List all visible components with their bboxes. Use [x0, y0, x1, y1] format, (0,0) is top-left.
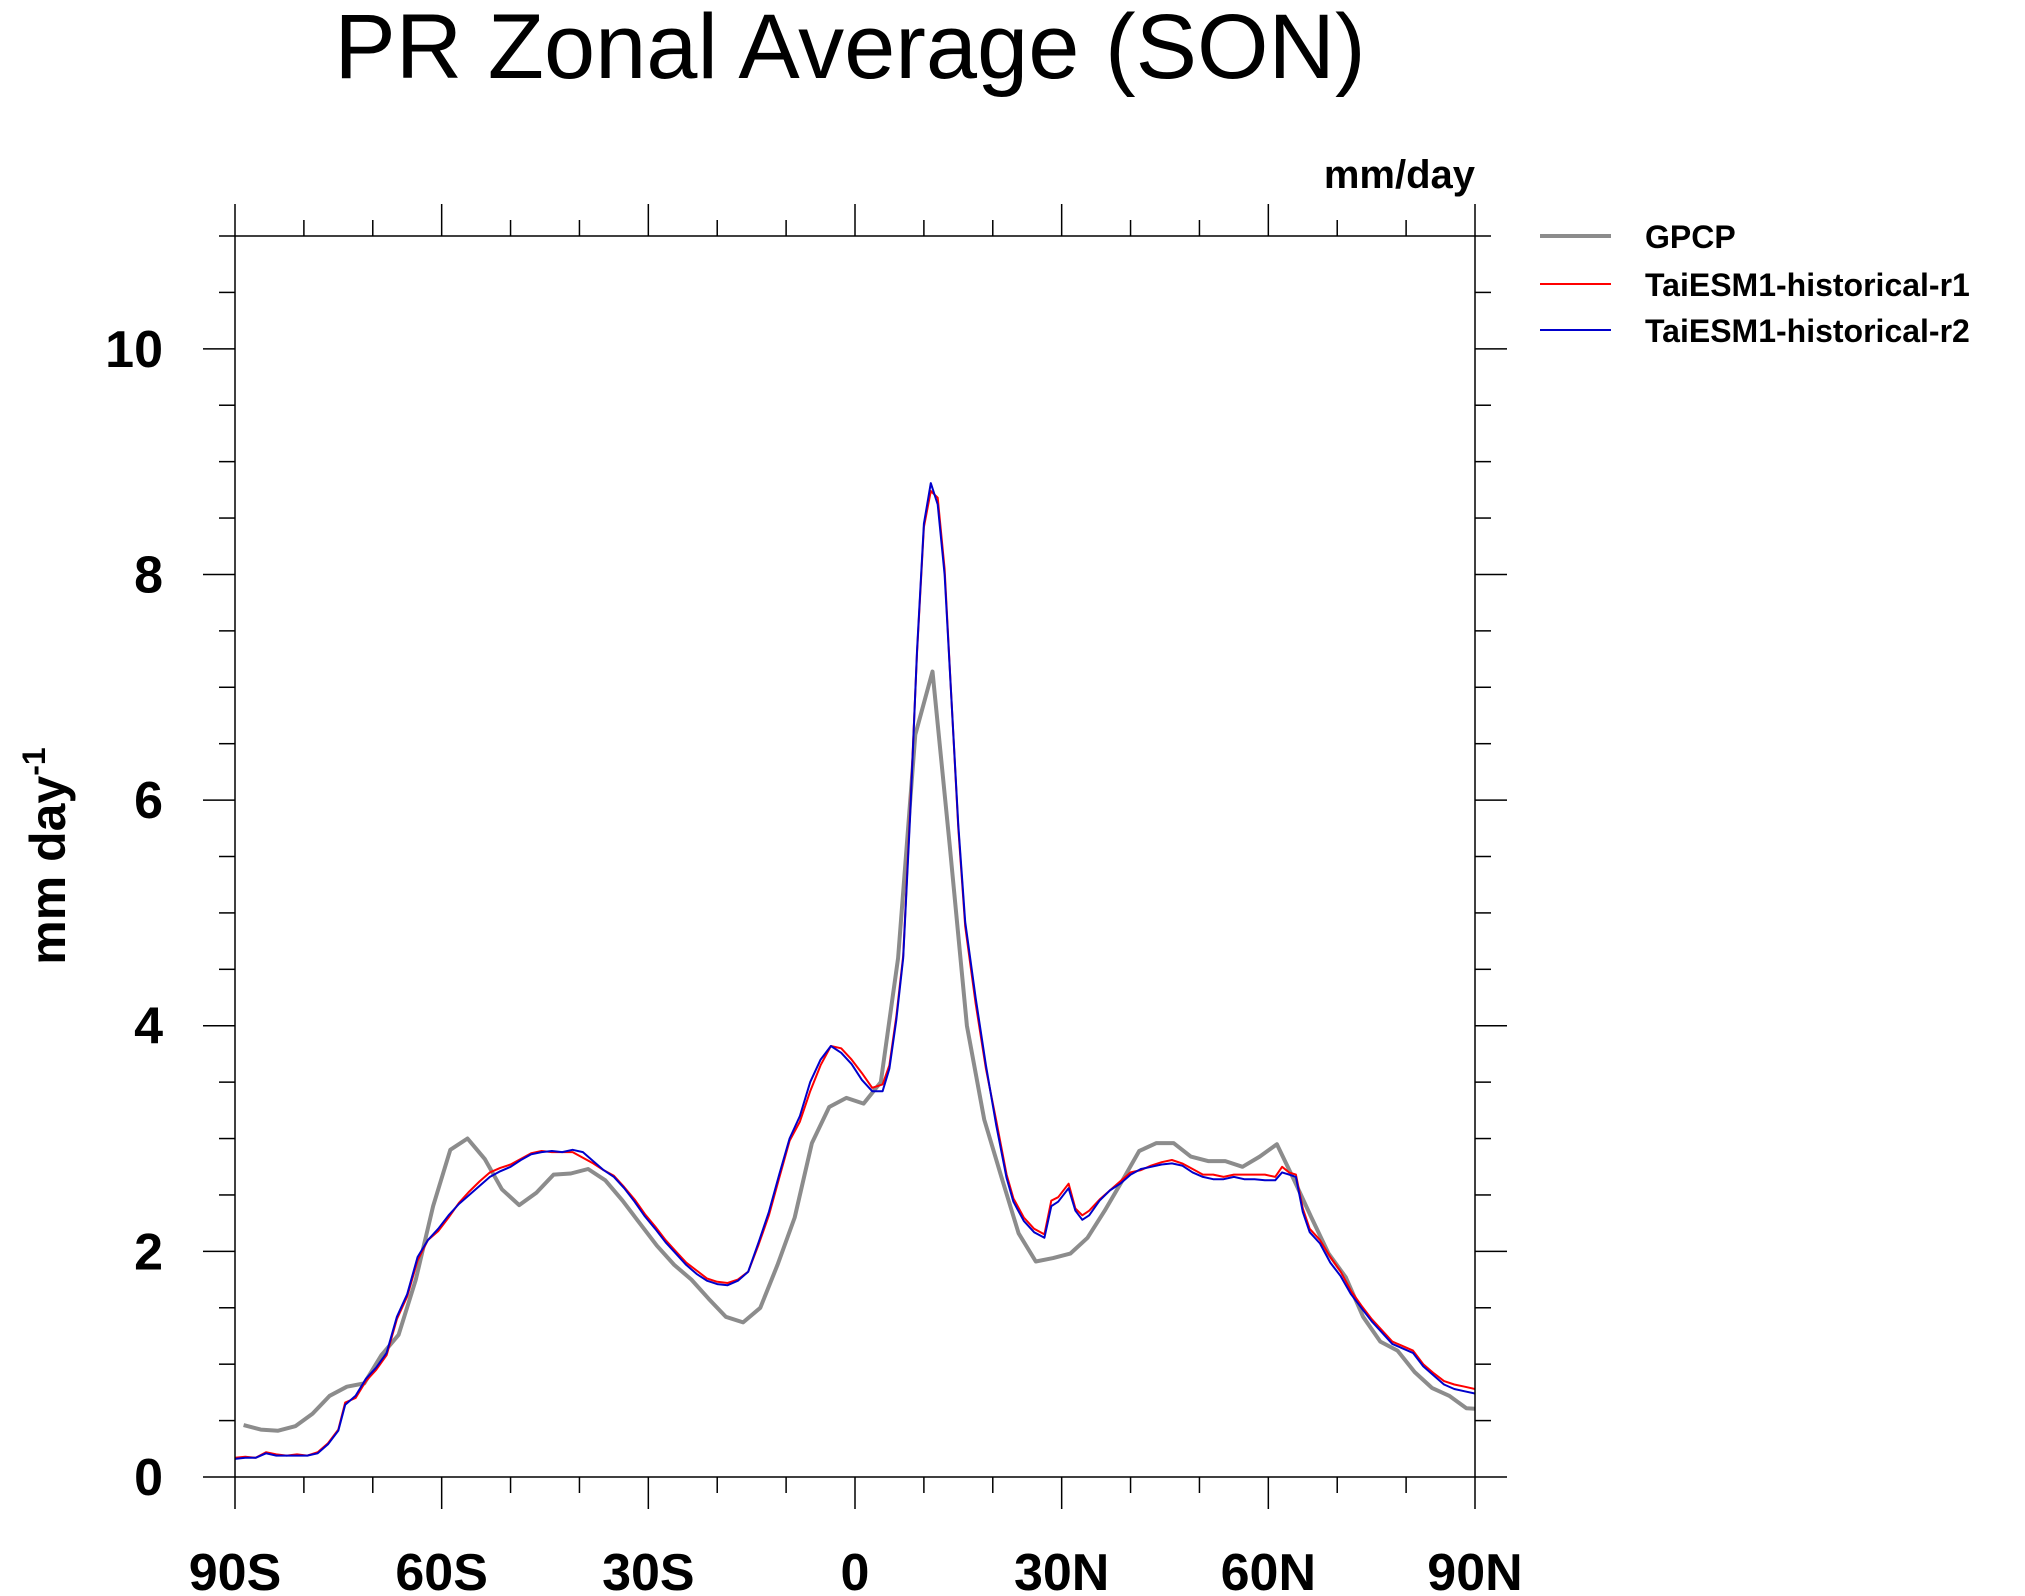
chart-title: PR Zonal Average (SON) [334, 0, 1365, 98]
y-tick-label: 8 [134, 546, 163, 604]
x-tick-label: 30N [1014, 1544, 1109, 1596]
y-tick-label: 10 [105, 321, 163, 379]
x-tick-label: 30S [602, 1544, 695, 1596]
legend: GPCP TaiESM1-historical-r1 TaiESM1-histori… [1540, 219, 1970, 349]
x-tick-label: 90S [189, 1544, 282, 1596]
y-tick-label: 2 [134, 1223, 163, 1281]
x-tick-label: 60N [1221, 1544, 1316, 1596]
x-tick-label: 60S [395, 1544, 488, 1596]
series-lines [235, 482, 1475, 1460]
legend-label: TaiESM1-historical-r2 [1645, 313, 1970, 349]
y-tick-label: 0 [134, 1449, 163, 1507]
y-tick-label: 6 [134, 772, 163, 830]
x-tick-label: 90N [1427, 1544, 1522, 1596]
y-axis-label-superscript: -1 [16, 747, 52, 775]
series-line-gpcp [243, 669, 1475, 1433]
tick-marks [203, 204, 1507, 1509]
units-label: mm/day [1324, 153, 1476, 197]
plot-frame [234, 235, 1476, 1478]
legend-label: TaiESM1-historical-r1 [1645, 267, 1970, 303]
y-tick-labels: 0 2 4 6 8 10 [105, 321, 163, 1507]
series-line-taiesm1-historical-r1 [235, 490, 1475, 1459]
x-tick-labels: 90S 60S 30S 0 30N 60N 90N [189, 1544, 1523, 1596]
y-axis-label: mm day-1 [16, 747, 76, 964]
y-axis-label-text: mm day [20, 776, 76, 965]
series-line-taiesm1-historical-r2 [235, 482, 1475, 1460]
x-tick-label: 0 [841, 1544, 870, 1596]
y-tick-label: 4 [134, 998, 163, 1056]
legend-label: GPCP [1645, 219, 1736, 255]
